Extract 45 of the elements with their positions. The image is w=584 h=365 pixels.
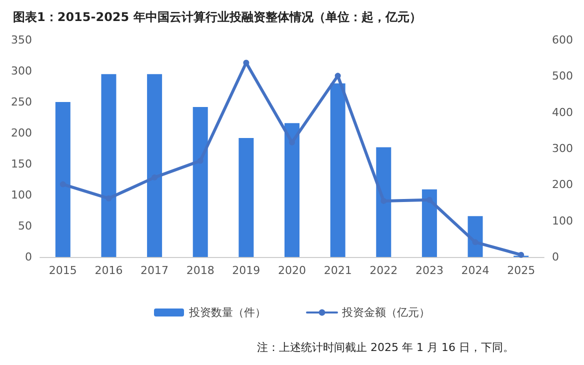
x-tick-label: 2018 — [186, 264, 214, 277]
point — [518, 252, 524, 258]
bar — [238, 138, 254, 257]
x-tick-label: 2017 — [140, 264, 169, 277]
y-tick-label: 100 — [11, 188, 32, 202]
chart-title: 图表1：2015-2025 年中国云计算行业投融资整体情况（单位：起，亿元） — [13, 10, 422, 24]
x-tick-label: 2023 — [415, 264, 444, 277]
x-tick-label: 2022 — [370, 264, 398, 277]
point — [106, 195, 112, 202]
x-tick-label: 2025 — [507, 264, 536, 277]
bar — [147, 74, 162, 257]
point — [152, 174, 158, 180]
y2-tick-label: 300 — [552, 142, 573, 155]
point — [197, 158, 204, 164]
y-tick-label: 0 — [25, 250, 32, 264]
y-tick-label: 150 — [11, 158, 32, 170]
point — [472, 239, 478, 246]
bar — [330, 83, 346, 257]
y-tick-label: 50 — [18, 220, 32, 232]
x-tick-label: 2015 — [48, 264, 77, 277]
x-tick-label: 2019 — [232, 264, 260, 277]
y2-tick-label: 500 — [552, 70, 573, 83]
x-tick-label: 2016 — [94, 264, 123, 277]
bar — [376, 147, 392, 257]
y-tick-label: 250 — [11, 96, 32, 108]
text: 注：上述统计时间截止 2025 年 1 月 16 日，下同。 — [257, 341, 514, 354]
bar — [101, 74, 116, 257]
legend-label: 投资金额（亿元） — [341, 306, 430, 319]
y-tick-label: 300 — [11, 64, 32, 78]
y2-tick-label: 200 — [552, 178, 573, 192]
x-tick-label: 2020 — [278, 264, 306, 277]
bar — [284, 123, 300, 257]
y2-tick-label: 0 — [552, 250, 559, 264]
y2-tick-label: 400 — [552, 106, 573, 119]
y-tick-label: 200 — [11, 126, 32, 140]
y2-tick-label: 600 — [552, 34, 573, 46]
legend-label: 投资数量（件） — [188, 306, 266, 319]
x-tick-label: 2021 — [324, 264, 352, 277]
bar — [422, 189, 437, 257]
point — [60, 181, 66, 188]
bar — [55, 102, 70, 257]
y2-tick-label: 100 — [552, 214, 573, 228]
bar — [192, 106, 208, 257]
x-tick-label: 2024 — [461, 264, 490, 277]
y-tick-label: 350 — [11, 34, 32, 46]
